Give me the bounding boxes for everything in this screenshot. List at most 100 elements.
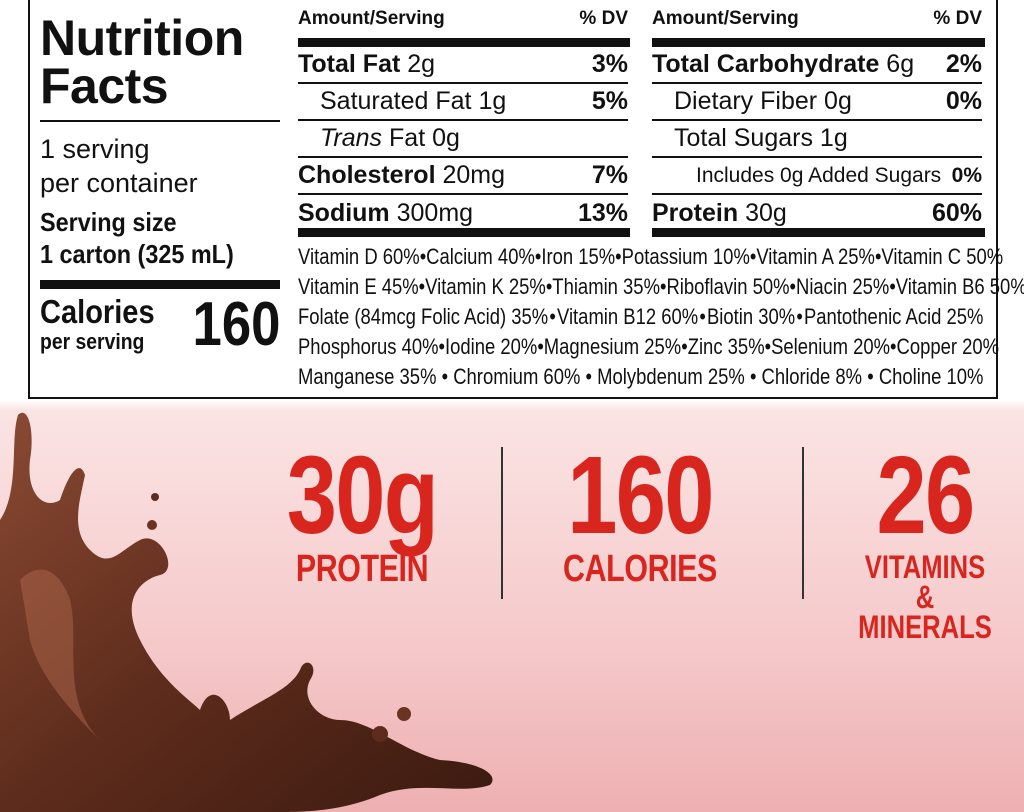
divider: [501, 447, 503, 599]
title-line: Facts: [40, 58, 169, 114]
divider: [298, 38, 630, 47]
bullet: •: [699, 304, 706, 329]
vitamin-item: Vitamin A 25%: [756, 244, 875, 269]
header-dv: % DV: [933, 8, 982, 29]
title-line: Nutrition: [40, 10, 244, 66]
nutrient-row: Saturated Fat 1g 5%: [298, 84, 628, 121]
bullet: •: [890, 334, 897, 359]
divider: [40, 280, 280, 289]
nutrient-row: Cholesterol 20mg 7%: [298, 158, 628, 195]
vitamin-item: Chromium 60%: [453, 364, 581, 389]
nutrient-amount: 1g: [819, 124, 848, 152]
vitamin-item: Riboflavin 50%: [666, 274, 790, 299]
header-dv: % DV: [579, 8, 628, 29]
nutrient-dv: 13%: [577, 199, 628, 227]
nutrient-name: Cholesterol: [298, 161, 436, 189]
divider: [40, 120, 280, 122]
servings-text: per container: [40, 168, 198, 198]
nutrient-name: Fat: [389, 124, 426, 152]
header-amount: Amount/Serving: [298, 8, 445, 29]
bullet: •: [874, 244, 882, 269]
vitamin-item: Biotin 30%: [706, 304, 796, 329]
nutrient-name: Sodium: [298, 199, 390, 227]
vitamin-line: Vitamin E 45% • Vitamin K 25% • Thiamin 35% •…: [298, 272, 1024, 302]
bullet: •: [545, 274, 553, 299]
stat-value: 26: [876, 434, 975, 557]
column-header: Amount/Serving % DV: [652, 0, 982, 38]
vitamin-item: Niacin 25%: [795, 274, 890, 299]
bullet: •: [749, 244, 757, 269]
servings-per-container: 1 serving per container: [40, 132, 280, 200]
bullet: •: [867, 364, 874, 389]
vitamin-line: Phosphorus 40% • Iodine 20% • Magnesium 25% •…: [298, 332, 999, 362]
stat-protein: 30g PROTEIN: [262, 440, 462, 590]
vitamin-item: Selenium 20%: [771, 334, 891, 359]
vitamin-item: Pantothenic Acid 25%: [803, 304, 984, 329]
vitamins-minerals-list: Vitamin D 60% • Calcium 40% • Iron 15% • Potas…: [298, 242, 1024, 392]
nutrient-row: Includes 0g Added Sugars 0%: [652, 158, 982, 195]
bullet: •: [585, 364, 592, 389]
nutrient-row: Trans Fat 0g: [298, 121, 628, 158]
bullet: •: [749, 364, 757, 389]
stat-label: PROTEIN: [295, 548, 429, 590]
stat-label: CALORIES: [563, 548, 717, 590]
nutrient-row: Sodium 300mg 13%: [298, 195, 628, 232]
bullet: •: [537, 334, 544, 359]
nutrient-dv: 2%: [945, 50, 982, 78]
bullet: •: [549, 304, 556, 329]
divider: [802, 447, 804, 599]
nutrient-name: Protein: [652, 199, 739, 227]
nutrient-name: Total Carbohydrate: [652, 50, 880, 78]
nutrient-amount: 30g: [745, 199, 787, 227]
nutrient-name: Dietary Fiber: [674, 87, 818, 115]
nutrient-name: Total Fat: [298, 50, 401, 78]
bullet: •: [441, 364, 449, 389]
nutrient-column-left: Amount/Serving % DV Total Fat 2g 3% Saturate…: [298, 0, 628, 232]
serving-size-label: Serving size: [40, 207, 177, 237]
chocolate-splash-image: [0, 412, 493, 812]
nutrient-name: Saturated Fat: [320, 87, 472, 115]
vitamin-item: Vitamin B12 60%: [556, 304, 699, 329]
nutrient-dv: 3%: [591, 50, 628, 78]
divider: [652, 228, 985, 237]
nutrient-amount: 1g: [478, 87, 507, 115]
nutrient-row: Total Sugars 1g: [652, 121, 982, 158]
bullet: •: [889, 274, 896, 299]
nutrient-column-right: Amount/Serving % DV Total Carbohydrate 6g 2…: [652, 0, 982, 232]
nutrient-amount: 6g: [886, 50, 915, 78]
bullet: •: [796, 304, 803, 329]
stat-label: & MINERALS: [858, 579, 992, 645]
bullet: •: [789, 274, 796, 299]
vitamin-item: Calcium 40%: [426, 244, 535, 269]
servings-text: 1 serving: [40, 134, 150, 164]
stat-calories: 160 CALORIES: [530, 434, 750, 590]
calories-value: 160: [192, 290, 280, 359]
vitamin-item: Folate (84mcg Folic Acid) 35%: [298, 304, 549, 329]
header-amount: Amount/Serving: [652, 8, 799, 29]
vitamin-item: Vitamin C 50%: [881, 244, 1004, 269]
vitamin-line: Folate (84mcg Folic Acid) 35% • Vitamin B1…: [298, 302, 984, 332]
vitamin-item: Manganese 35%: [298, 364, 437, 389]
vitamin-item: Magnesium 25%: [543, 334, 682, 359]
vitamin-item: Thiamin 35%: [552, 274, 660, 299]
nutrient-amount: 0g: [824, 87, 852, 115]
divider: [652, 38, 985, 47]
nutrient-amount: 300mg: [396, 199, 474, 227]
vitamin-item: Vitamin K 25%: [425, 274, 546, 299]
vitamin-item: Zinc 35%: [687, 334, 765, 359]
vitamin-item: Phosphorus 40%: [298, 334, 439, 359]
nutrient-name: Trans: [320, 124, 383, 152]
stat-value: 160: [567, 434, 714, 557]
vitamin-line: Manganese 35% • Chromium 60% • Molybdenum 25…: [298, 362, 984, 392]
nutrient-dv: 7%: [591, 161, 628, 189]
vitamin-item: Molybdenum 25%: [597, 364, 745, 389]
stat-vitamins: 26 VITAMINS & MINERALS: [835, 434, 1015, 645]
nutrient-row: Dietary Fiber 0g 0%: [652, 84, 982, 121]
divider: [298, 228, 630, 237]
vitamin-item: Copper 20%: [896, 334, 1000, 359]
calories-label: Calories: [40, 293, 155, 330]
column-header: Amount/Serving % DV: [298, 0, 628, 38]
serving-size-value: 1 carton (325 mL): [40, 239, 234, 269]
nutrient-dv: 0%: [951, 163, 982, 187]
nutrition-facts-label: Nutrition Facts 1 serving per container Se…: [28, 0, 1024, 399]
